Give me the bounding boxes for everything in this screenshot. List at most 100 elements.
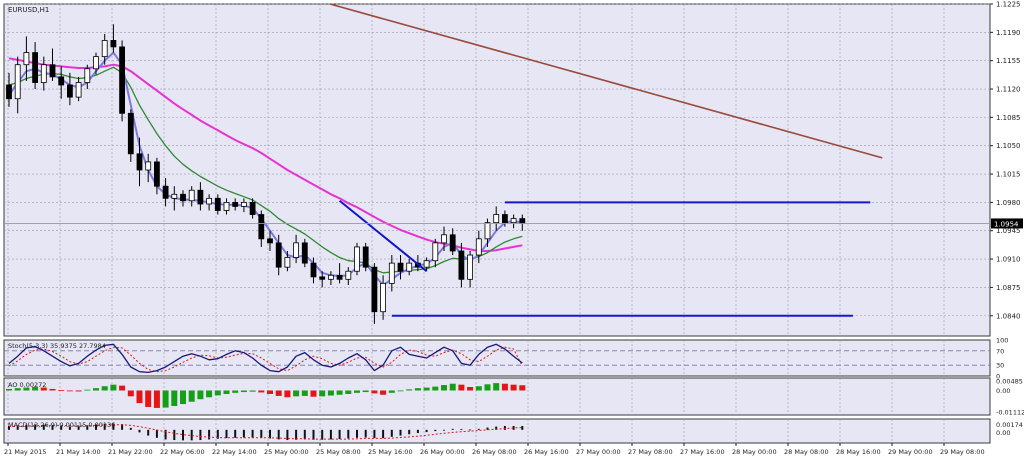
- macd-bar: [25, 424, 28, 430]
- candle-body: [23, 52, 30, 66]
- macd-bar: [347, 429, 350, 439]
- macd-bar: [190, 429, 193, 441]
- ao-bar: [449, 383, 456, 391]
- candle-body: [493, 214, 500, 224]
- stoch-signal-line: [8, 346, 523, 373]
- ao-tick-label: 0.00485: [996, 378, 1023, 386]
- ao-bar: [223, 390, 230, 394]
- candle-body: [397, 262, 404, 272]
- candle-body: [510, 218, 517, 224]
- time-tick-label: 27 May 08:00: [628, 448, 673, 456]
- candle-body: [206, 197, 213, 205]
- macd-bar: [321, 429, 324, 440]
- ao-bar: [380, 390, 387, 395]
- macd-bar: [434, 429, 437, 432]
- stoch-tick-label: 100: [996, 337, 1008, 345]
- ao-bar: [110, 384, 117, 391]
- price-tick-label: 1.1120: [996, 86, 1021, 94]
- macd-bar: [112, 423, 115, 430]
- drawn-lines: [4, 199, 990, 317]
- ao-bar: [397, 390, 404, 392]
- candle-body: [275, 242, 282, 268]
- candle-body: [345, 270, 352, 280]
- candle-body: [258, 214, 265, 240]
- ao-bar: [206, 390, 213, 398]
- candle-body: [162, 185, 169, 199]
- candle-body: [432, 242, 439, 262]
- ao-bar: [406, 389, 413, 391]
- candle-body: [84, 68, 91, 83]
- stochastic-panel: [4, 343, 990, 374]
- time-tick-label: 29 May 08:00: [940, 448, 985, 456]
- ao-bar: [310, 390, 317, 397]
- macd-bar: [147, 429, 150, 436]
- time-tick-label: 28 May 08:00: [784, 448, 829, 456]
- price-tick-label: 1.1015: [996, 171, 1021, 179]
- macd-bar: [242, 429, 245, 438]
- stoch-main-line: [8, 343, 523, 374]
- time-tick-label: 25 May 16:00: [368, 448, 413, 456]
- macd-bar: [86, 425, 89, 430]
- ao-bar: [197, 390, 204, 400]
- ao-bar: [145, 390, 152, 407]
- time-tick-label: 27 May 16:00: [680, 448, 725, 456]
- ao-bar: [267, 390, 273, 394]
- macd-bar: [451, 428, 454, 430]
- macd-bar: [521, 426, 524, 430]
- ao-bar: [345, 390, 352, 394]
- macd-bar: [103, 423, 106, 430]
- macd-bar: [495, 426, 498, 430]
- ao-bar: [249, 390, 256, 392]
- ao-bar: [49, 388, 56, 391]
- macd-tick-label: 0.00174: [996, 421, 1023, 429]
- macd-bar: [225, 429, 228, 439]
- price-tick-label: 1.0980: [996, 199, 1021, 207]
- macd-bar: [338, 429, 341, 440]
- awesome-oscillator-panel: [6, 383, 526, 408]
- macd-bar: [399, 429, 402, 436]
- macd-bar: [251, 429, 254, 438]
- macd-bar: [329, 429, 332, 440]
- ao-bar: [371, 390, 378, 394]
- macd-bar: [469, 429, 472, 431]
- candle-body: [197, 189, 204, 205]
- macd-bar: [408, 429, 411, 435]
- candle-body: [267, 238, 273, 244]
- ao-bar: [354, 390, 360, 393]
- macd-bar: [16, 425, 19, 430]
- macd-tick-label: 0.00: [996, 429, 1010, 437]
- price-tick-label: 1.1190: [996, 29, 1021, 37]
- candle-body: [484, 222, 491, 240]
- candle-body: [32, 52, 38, 83]
- ao-bar: [240, 390, 247, 393]
- macd-bar: [173, 429, 176, 441]
- candle-body: [180, 193, 186, 202]
- candle-body: [310, 262, 317, 278]
- macd-bar: [216, 429, 219, 439]
- stoch-title: Stoch(5,3,3) 35.9375 27.7984: [8, 342, 106, 350]
- time-tick-label: 27 May 00:00: [576, 448, 621, 456]
- candle-body: [101, 40, 108, 58]
- candle-body: [67, 84, 73, 98]
- ao-bar: [467, 387, 474, 391]
- macd-bar: [390, 429, 393, 437]
- candle-body: [284, 257, 291, 268]
- ao-bar: [214, 390, 221, 396]
- ao-bar: [319, 390, 326, 397]
- ao-bar: [441, 385, 447, 391]
- candle-body: [119, 46, 125, 114]
- candle-body: [354, 246, 360, 272]
- macd-bar: [416, 429, 419, 434]
- time-tick-label: 29 May 00:00: [888, 448, 933, 456]
- ao-bar: [84, 389, 91, 391]
- candlesticks: [6, 24, 526, 324]
- candle-body: [249, 201, 256, 215]
- macd-bar: [60, 426, 63, 430]
- candle-body: [380, 282, 387, 313]
- price-tick-label: 1.1155: [996, 57, 1021, 65]
- ao-tick-label: 0.00: [996, 387, 1010, 395]
- ao-bar: [75, 390, 82, 392]
- ao-bar: [293, 390, 300, 397]
